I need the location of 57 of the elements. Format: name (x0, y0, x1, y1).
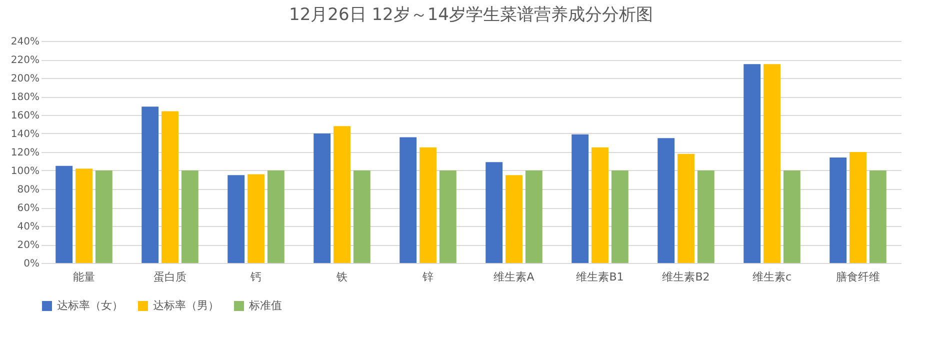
bar (486, 162, 503, 263)
bar (76, 168, 92, 263)
legend-label: 达标率（男） (153, 299, 219, 312)
bar (506, 175, 522, 263)
bar (439, 170, 456, 263)
bar (678, 154, 694, 263)
x-tick-label: 能量 (73, 270, 95, 284)
x-tick-label: 钙 (250, 270, 262, 284)
bar (95, 170, 112, 263)
bar (572, 134, 589, 263)
bar (400, 137, 417, 263)
y-tick-label: 160% (10, 110, 40, 122)
bar (420, 147, 436, 263)
y-tick-label: 180% (10, 92, 40, 103)
bar (658, 138, 675, 263)
bar (764, 64, 780, 263)
bar (611, 170, 628, 263)
bar (525, 170, 542, 263)
bar (830, 158, 847, 263)
y-tick-label: 20% (17, 240, 40, 251)
bar (228, 175, 245, 263)
y-tick-label: 220% (10, 55, 40, 66)
x-tick-label: 铁 (336, 270, 348, 284)
bar (162, 111, 178, 263)
bar (783, 170, 800, 263)
x-tick-label: 锌 (422, 270, 434, 284)
bar (334, 126, 350, 263)
x-tick-label: 维生素c (752, 270, 792, 284)
x-tick-label: 蛋白质 (154, 270, 186, 284)
y-tick-label: 100% (10, 166, 40, 177)
bar (592, 147, 608, 263)
bar (697, 170, 714, 263)
bar (181, 170, 198, 263)
x-tick-label: 维生素B1 (576, 270, 624, 284)
bar (142, 106, 159, 263)
y-tick-label: 240% (10, 36, 40, 48)
y-tick-label: 80% (17, 184, 40, 196)
legend-label: 标准值 (248, 299, 282, 312)
bar (56, 166, 73, 263)
x-tick-label: 膳食纤维 (836, 270, 880, 284)
y-tick-label: 120% (10, 148, 40, 158)
y-tick-label: 200% (10, 74, 40, 84)
bar (850, 152, 866, 263)
y-tick-label: 60% (17, 203, 40, 214)
bar (267, 170, 284, 263)
bar (744, 64, 761, 263)
y-tick-label: 40% (17, 222, 40, 232)
chart-title: 12月26日 12岁～14岁学生菜谱营养成分分析图 (289, 5, 653, 25)
x-tick-label: 维生素A (494, 270, 535, 284)
bar (248, 174, 264, 263)
bar (314, 134, 331, 263)
bar (353, 170, 370, 263)
y-tick-label: 0% (24, 258, 40, 270)
legend-label: 达标率（女） (57, 299, 123, 312)
y-tick-label: 140% (10, 129, 40, 140)
bar (869, 170, 886, 263)
x-tick-label: 维生素B2 (662, 270, 710, 284)
